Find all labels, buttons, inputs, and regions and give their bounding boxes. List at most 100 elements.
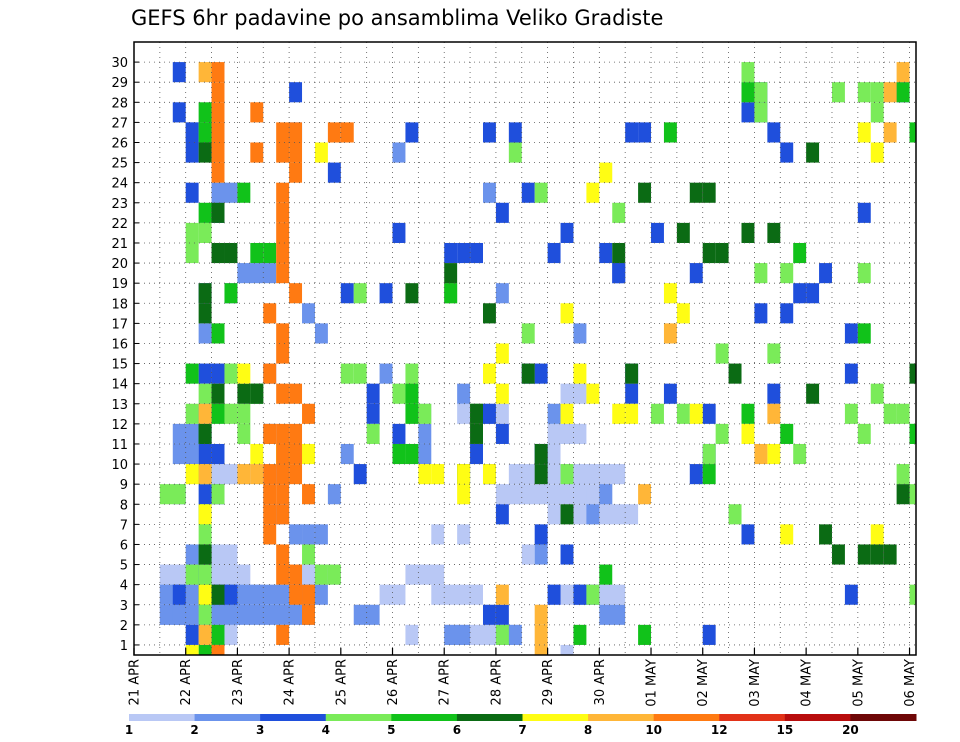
heatmap-cell [159, 484, 186, 505]
colorbar-swatch [653, 714, 720, 721]
heatmap-cell [767, 122, 781, 143]
x-tick-label: 06 MAY [903, 659, 918, 707]
x-tick-label: 24 APR [283, 659, 298, 705]
colorbar-label: 1 [125, 723, 133, 737]
colorbar-swatch [850, 714, 917, 721]
heatmap-cell [521, 182, 535, 203]
heatmap-cell [211, 142, 225, 163]
heatmap-cell [444, 283, 458, 304]
heatmap-cell [638, 122, 652, 143]
colorbar-swatch [391, 714, 458, 721]
heatmap-cell [289, 584, 303, 605]
heatmap-cell [289, 564, 303, 585]
heatmap-cell [224, 363, 238, 384]
y-tick-label: 1 [120, 639, 128, 654]
colorbar-label: 3 [256, 723, 264, 737]
heatmap-cell [276, 202, 290, 223]
heatmap-cell [237, 423, 251, 444]
heatmap-cell [495, 383, 509, 404]
heatmap-cell [651, 222, 664, 243]
heatmap-cell [314, 323, 328, 344]
heatmap-cell [806, 383, 820, 404]
plot-frame [133, 41, 917, 656]
heatmap-cell [276, 383, 290, 404]
heatmap-cell [482, 303, 496, 324]
heatmap-cell [689, 182, 703, 203]
colorbar-label: 8 [584, 723, 592, 737]
heatmap-cell [521, 544, 535, 565]
heatmap-cell [482, 403, 496, 424]
heatmap-cell [689, 464, 703, 485]
heatmap-cell [405, 363, 419, 384]
heatmap-cell [418, 423, 432, 444]
heatmap-cell [185, 403, 199, 424]
heatmap-cell [302, 604, 315, 625]
heatmap-cell [276, 222, 290, 243]
heatmap-cell [198, 624, 212, 645]
colorbar-label: 7 [518, 723, 526, 737]
heatmap-cell [379, 584, 406, 605]
heatmap-cell [276, 423, 290, 444]
heatmap-cell [302, 443, 315, 465]
heatmap-cell [405, 383, 419, 404]
heatmap-cell [353, 283, 367, 304]
heatmap-cell [857, 323, 871, 344]
heatmap-cell [392, 222, 406, 243]
heatmap-cell [314, 564, 328, 585]
heatmap-cell [560, 544, 574, 565]
heatmap-cell [198, 122, 212, 143]
y-tick-label: 9 [120, 478, 128, 493]
heatmap-cell [224, 403, 238, 424]
heatmap-cell [237, 363, 251, 384]
heatmap-cell [806, 142, 820, 163]
heatmap-cell [327, 162, 341, 183]
heatmap-cell [211, 122, 225, 143]
heatmap-cell [405, 283, 419, 304]
heatmap-cell [728, 363, 742, 384]
heatmap-cell [806, 283, 820, 304]
heatmap-cell [560, 383, 587, 404]
heatmap-cell [198, 363, 212, 384]
heatmap-cell [883, 122, 897, 143]
heatmap-cell [302, 484, 315, 505]
heatmap-cell [663, 323, 677, 344]
heatmap-cell [198, 504, 212, 525]
heatmap-cell [392, 423, 406, 444]
heatmap-cell [185, 222, 199, 243]
heatmap-cell [289, 122, 303, 143]
heatmap-cell [676, 222, 690, 243]
heatmap-cell [418, 443, 432, 465]
heatmap-cell [211, 202, 225, 223]
heatmap-cell [263, 363, 277, 384]
heatmap-cell [495, 484, 613, 505]
heatmap-cell [276, 544, 290, 565]
heatmap-cell [715, 242, 729, 264]
heatmap-cell [405, 403, 419, 424]
heatmap-cell [547, 242, 561, 264]
heatmap-cell [560, 303, 574, 324]
heatmap-cell [870, 383, 884, 404]
heatmap-cell [224, 242, 238, 264]
x-tick-label: 03 MAY [748, 659, 763, 707]
heatmap-cell [353, 604, 380, 625]
heatmap-cell [560, 464, 574, 485]
heatmap-cell [754, 82, 768, 103]
heatmap-cell [444, 242, 458, 264]
heatmap-cell [870, 142, 884, 163]
heatmap-cell [457, 484, 471, 505]
heatmap-cell [444, 263, 458, 284]
heatmap-cell [198, 544, 212, 565]
heatmap-cell [534, 182, 548, 203]
heatmap-cell [211, 162, 225, 183]
colorbar-label: 2 [190, 723, 198, 737]
heatmap-cell [896, 403, 910, 424]
x-tick-label: 21 APR [128, 659, 143, 705]
y-tick-label: 11 [111, 438, 128, 453]
x-tick-label: 26 APR [386, 659, 401, 705]
heatmap-cell [185, 644, 199, 655]
heatmap-cell [689, 403, 703, 424]
heatmap-cell [250, 102, 264, 123]
heatmap-cell [586, 383, 600, 404]
heatmap-cell [767, 343, 781, 364]
heatmap-cell [276, 484, 290, 505]
